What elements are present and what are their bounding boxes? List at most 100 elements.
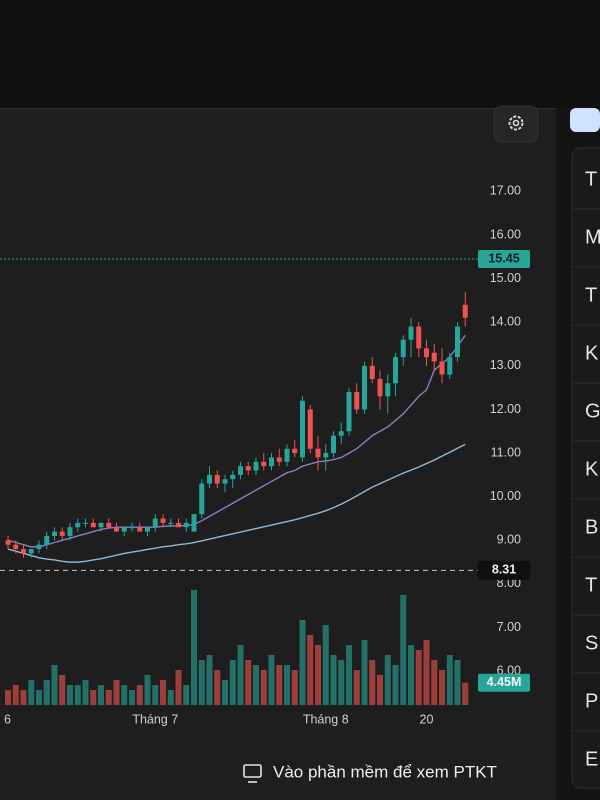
volume-bar bbox=[253, 665, 259, 705]
candle-body bbox=[183, 522, 189, 528]
volume-bar bbox=[408, 645, 414, 705]
candle-body bbox=[191, 514, 197, 532]
candle-body bbox=[385, 383, 391, 397]
candle-body bbox=[176, 522, 181, 528]
volume-bar bbox=[98, 685, 104, 705]
volume-bar bbox=[423, 640, 430, 705]
volume-bar bbox=[160, 680, 166, 705]
tab[interactable] bbox=[570, 108, 600, 132]
volume-bar bbox=[384, 655, 391, 705]
candle-body bbox=[447, 357, 453, 375]
candle-body bbox=[292, 448, 298, 454]
volume-bar bbox=[191, 590, 197, 705]
candle-body bbox=[284, 448, 290, 462]
volume-bar bbox=[5, 690, 11, 705]
y-tick-label: 9.00 bbox=[497, 533, 521, 547]
volume-bar bbox=[82, 680, 89, 705]
settings-box[interactable] bbox=[493, 105, 539, 143]
candle-body bbox=[439, 361, 445, 375]
side-item: S bbox=[585, 632, 598, 654]
volume-bar bbox=[307, 635, 314, 705]
price-tag bbox=[477, 560, 531, 580]
candle-body bbox=[230, 474, 236, 480]
volume-bar bbox=[369, 660, 376, 705]
volume-bar bbox=[291, 670, 298, 705]
candle-body bbox=[462, 304, 468, 318]
volume-bar bbox=[51, 665, 58, 705]
gear-icon bbox=[508, 115, 524, 131]
side-item: T bbox=[585, 168, 597, 190]
candle-body bbox=[400, 339, 406, 358]
candle-body bbox=[28, 549, 34, 554]
candle-body bbox=[21, 549, 26, 554]
candle-body bbox=[269, 457, 274, 467]
candle-body bbox=[323, 453, 329, 458]
candle-body bbox=[75, 522, 81, 528]
candle-body bbox=[346, 392, 352, 432]
candle-body bbox=[253, 461, 259, 471]
candle-body bbox=[261, 461, 267, 467]
footer-link-text[interactable]: Vào phần mềm để xem PTKT bbox=[273, 762, 497, 781]
side-item: M bbox=[585, 226, 600, 248]
y-tick-label: 15.00 bbox=[490, 271, 521, 285]
volume-bar bbox=[322, 625, 329, 705]
candle-body bbox=[331, 435, 336, 454]
volume-bar bbox=[268, 655, 275, 705]
x-tick-label: Tháng 7 bbox=[132, 712, 178, 726]
candle-body bbox=[315, 448, 321, 458]
volume-bar bbox=[245, 660, 252, 705]
volume-bar bbox=[315, 645, 321, 705]
volume-bar bbox=[136, 685, 143, 705]
candle-body bbox=[362, 365, 367, 410]
volume-bar bbox=[214, 670, 221, 705]
candle-body bbox=[168, 522, 174, 524]
volume-bar bbox=[353, 670, 360, 705]
volume-bar bbox=[229, 660, 236, 705]
candle-body bbox=[44, 535, 50, 545]
candle-body bbox=[137, 527, 143, 532]
volume-bar bbox=[105, 690, 112, 705]
volume-tag bbox=[478, 673, 530, 692]
side-panel bbox=[571, 147, 600, 789]
y-tick-label: 11.00 bbox=[491, 445, 521, 459]
footer-link[interactable]: Vào phần mềm để xem PTKT bbox=[243, 762, 497, 783]
volume-bar bbox=[346, 645, 352, 705]
volume-bar bbox=[175, 670, 182, 705]
candle-body bbox=[59, 531, 65, 536]
candle-body bbox=[36, 544, 42, 550]
candle-body bbox=[408, 326, 414, 340]
side-item: E bbox=[585, 748, 598, 770]
moving-average bbox=[7, 334, 466, 548]
candle-body bbox=[98, 522, 104, 528]
volume-bar bbox=[152, 685, 159, 705]
plot: 6.007.008.009.0010.0011.0012.0013.0014.0… bbox=[0, 184, 531, 726]
side-list: T M T K G K B T S P E bbox=[572, 168, 600, 770]
volume-bar bbox=[415, 650, 422, 705]
volume-bar bbox=[59, 675, 66, 705]
volume-bar bbox=[446, 655, 453, 705]
top-bar bbox=[0, 0, 600, 108]
volume-bar bbox=[28, 680, 35, 705]
volume-bar bbox=[338, 660, 345, 705]
candle-body bbox=[276, 457, 282, 462]
volume-bar bbox=[20, 690, 27, 705]
candle-body bbox=[121, 527, 127, 532]
volume-bar bbox=[392, 665, 399, 705]
x-tick-label: 20 bbox=[420, 712, 434, 726]
volume-bar bbox=[361, 640, 368, 705]
settings-button[interactable] bbox=[493, 105, 539, 143]
candle-body bbox=[67, 527, 73, 536]
candle-body bbox=[83, 522, 88, 524]
price-tag-label: 15.45 bbox=[488, 251, 519, 265]
volume-tag-label: 4.45M bbox=[487, 675, 522, 689]
x-tick-label: Tháng 8 bbox=[303, 712, 349, 726]
candle-body bbox=[245, 466, 251, 471]
volume-bar bbox=[299, 620, 306, 705]
candle-body bbox=[222, 479, 228, 484]
volume-bar bbox=[113, 680, 120, 705]
candles bbox=[5, 291, 469, 705]
volume-bar bbox=[90, 690, 97, 705]
candle-body bbox=[369, 365, 375, 379]
price-tag-label: 8.31 bbox=[492, 563, 516, 577]
